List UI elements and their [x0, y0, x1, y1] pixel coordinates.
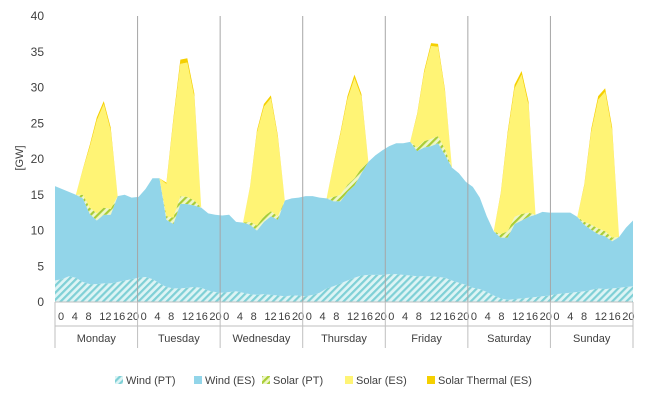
hour-tick-label: 0 — [553, 311, 559, 323]
hour-tick-label: 4 — [72, 311, 78, 323]
y-tick-label: 0 — [37, 295, 44, 309]
day-label: Sunday — [573, 333, 611, 345]
y-tick-label: 5 — [37, 259, 44, 273]
y-axis-label: [GW] — [14, 145, 26, 170]
hour-tick-label: 20 — [375, 311, 387, 323]
hour-tick-label: 4 — [567, 311, 573, 323]
hour-tick-label: 0 — [223, 311, 229, 323]
hour-tick-label: 8 — [86, 311, 92, 323]
hour-tick-label: 8 — [416, 311, 422, 323]
hour-tick-label: 8 — [581, 311, 587, 323]
hour-tick-label: 20 — [292, 311, 304, 323]
hour-tick-label: 12 — [264, 311, 276, 323]
legend: Wind (PT) Wind (ES) Solar (PT) Solar (ES) So… — [115, 375, 532, 387]
legend-swatch-solar-pt — [262, 376, 270, 384]
hour-tick-label: 12 — [512, 311, 524, 323]
hour-tick-label: 8 — [251, 311, 257, 323]
y-tick-label: 35 — [31, 45, 45, 59]
hour-tick-label: 0 — [388, 311, 394, 323]
hour-tick-label: 0 — [58, 311, 64, 323]
plot-area — [55, 43, 633, 302]
hour-tick-label: 16 — [113, 311, 125, 323]
hour-tick-label: 20 — [127, 311, 139, 323]
series-area-wind-es — [55, 141, 633, 300]
series-area-solar-es — [55, 46, 633, 238]
day-label: Tuesday — [158, 333, 200, 345]
y-tick-label: 15 — [31, 188, 45, 202]
hour-tick-label: 4 — [319, 311, 325, 323]
hour-tick-label: 12 — [182, 311, 194, 323]
legend-label-solar-pt: Solar (PT) — [273, 375, 323, 387]
hour-tick-label: 12 — [99, 311, 111, 323]
legend-label-solar-thermal-es: Solar Thermal (ES) — [438, 375, 532, 387]
hour-tick-label: 20 — [209, 311, 221, 323]
hour-tick-label: 8 — [168, 311, 174, 323]
hour-tick-label: 12 — [347, 311, 359, 323]
hour-tick-label: 16 — [196, 311, 208, 323]
hour-tick-label: 20 — [622, 311, 634, 323]
hour-tick-label: 4 — [237, 311, 243, 323]
hour-tick-label: 12 — [595, 311, 607, 323]
y-tick-label: 30 — [31, 81, 45, 95]
hour-tick-label: 16 — [526, 311, 538, 323]
hour-tick-label: 16 — [443, 311, 455, 323]
legend-label-solar-es: Solar (ES) — [356, 375, 407, 387]
series-area-wind-pt — [55, 274, 633, 302]
hour-tick-label: 20 — [540, 311, 552, 323]
legend-swatch-solar-es — [345, 376, 353, 384]
legend-label-wind-es: Wind (ES) — [205, 375, 255, 387]
hour-tick-label: 4 — [402, 311, 408, 323]
legend-swatch-solar-thermal-es — [427, 376, 435, 384]
hour-tick-label: 8 — [333, 311, 339, 323]
hour-tick-label: 20 — [457, 311, 469, 323]
day-label: Friday — [411, 333, 442, 345]
hour-tick-label: 16 — [361, 311, 373, 323]
day-label: Wednesday — [232, 333, 290, 345]
legend-swatch-wind-es — [194, 376, 202, 384]
day-label: Saturday — [487, 333, 532, 345]
y-tick-label: 10 — [31, 224, 45, 238]
legend-label-wind-pt: Wind (PT) — [126, 375, 176, 387]
hour-tick-label: 12 — [430, 311, 442, 323]
y-tick-label: 20 — [31, 152, 45, 166]
hour-tick-label: 4 — [485, 311, 491, 323]
hour-tick-label: 4 — [154, 311, 160, 323]
hour-tick-label: 0 — [306, 311, 312, 323]
legend-swatch-wind-pt — [115, 376, 123, 384]
hour-tick-label: 0 — [141, 311, 147, 323]
hour-tick-label: 16 — [278, 311, 290, 323]
day-label: Thursday — [321, 333, 367, 345]
y-tick-label: 25 — [31, 116, 45, 130]
hour-tick-label: 16 — [608, 311, 620, 323]
hour-tick-label: 0 — [471, 311, 477, 323]
day-label: Monday — [77, 333, 117, 345]
hour-tick-label: 8 — [498, 311, 504, 323]
y-tick-label: 40 — [31, 9, 45, 23]
